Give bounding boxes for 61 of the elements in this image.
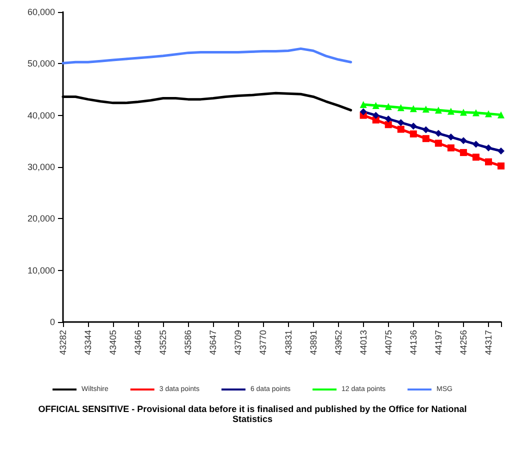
y-tick-label: 10,000 <box>27 265 55 276</box>
point <box>498 111 504 118</box>
y-tick-label: 20,000 <box>27 214 55 224</box>
x-tick-label: 43891 <box>308 330 318 356</box>
point <box>422 126 430 134</box>
point <box>472 140 480 148</box>
point <box>422 106 430 113</box>
point <box>384 115 392 122</box>
point <box>447 144 454 152</box>
point <box>397 126 404 133</box>
point <box>447 108 454 115</box>
x-tick-label: 44075 <box>383 330 394 356</box>
x-tick-label: 43770 <box>258 330 268 356</box>
point <box>460 137 467 144</box>
y-tick-label: 50,000 <box>27 58 55 69</box>
point <box>434 106 442 114</box>
x-tick-label: 43344 <box>83 330 94 356</box>
x-tick-label: 44256 <box>458 330 468 356</box>
point <box>472 154 480 161</box>
point <box>434 130 442 137</box>
x-tick-label: 43466 <box>133 330 144 356</box>
point <box>397 119 404 126</box>
x-tick-label: 43831 <box>283 330 294 356</box>
point <box>397 104 404 112</box>
y-tick-label: 60,000 <box>27 7 55 17</box>
x-tick-label: 44013 <box>358 330 368 356</box>
x-tick-label: 43952 <box>333 330 344 356</box>
y-tick-label: 30,000 <box>27 162 55 172</box>
line-series <box>62 47 352 64</box>
x-tick-label: 43525 <box>158 330 168 356</box>
x-tick-label: 43709 <box>233 330 244 356</box>
y-tick-label: 40,000 <box>27 110 55 120</box>
point <box>422 135 430 142</box>
point <box>384 121 392 128</box>
point <box>410 122 417 130</box>
x-tick-label: 44197 <box>433 330 444 356</box>
point <box>498 147 504 154</box>
x-tick-label: 43405 <box>108 330 118 356</box>
point <box>460 149 467 156</box>
text: OFFICIAL SENSITIVE - Provisional data before it is finalised and published by the Office for National Statistics <box>38 404 468 424</box>
y-tick-label: 0 <box>50 317 55 327</box>
point <box>460 108 467 116</box>
x-tick-label: 44317 <box>483 330 494 356</box>
point <box>410 130 417 138</box>
x-tick-label: 43282 <box>58 330 68 356</box>
point <box>410 105 417 112</box>
point <box>484 144 492 152</box>
point <box>360 100 367 108</box>
x-tick-label: 44136 <box>408 330 418 356</box>
point <box>384 103 392 110</box>
point <box>434 140 442 147</box>
point <box>498 162 504 170</box>
point <box>484 110 492 118</box>
x-tick-label: 43586 <box>183 330 194 356</box>
point <box>372 102 380 110</box>
point <box>472 109 480 116</box>
point <box>372 112 380 119</box>
point <box>447 134 454 141</box>
point <box>484 158 492 166</box>
point <box>360 108 367 116</box>
x-tick-label: 43647 <box>208 330 218 356</box>
